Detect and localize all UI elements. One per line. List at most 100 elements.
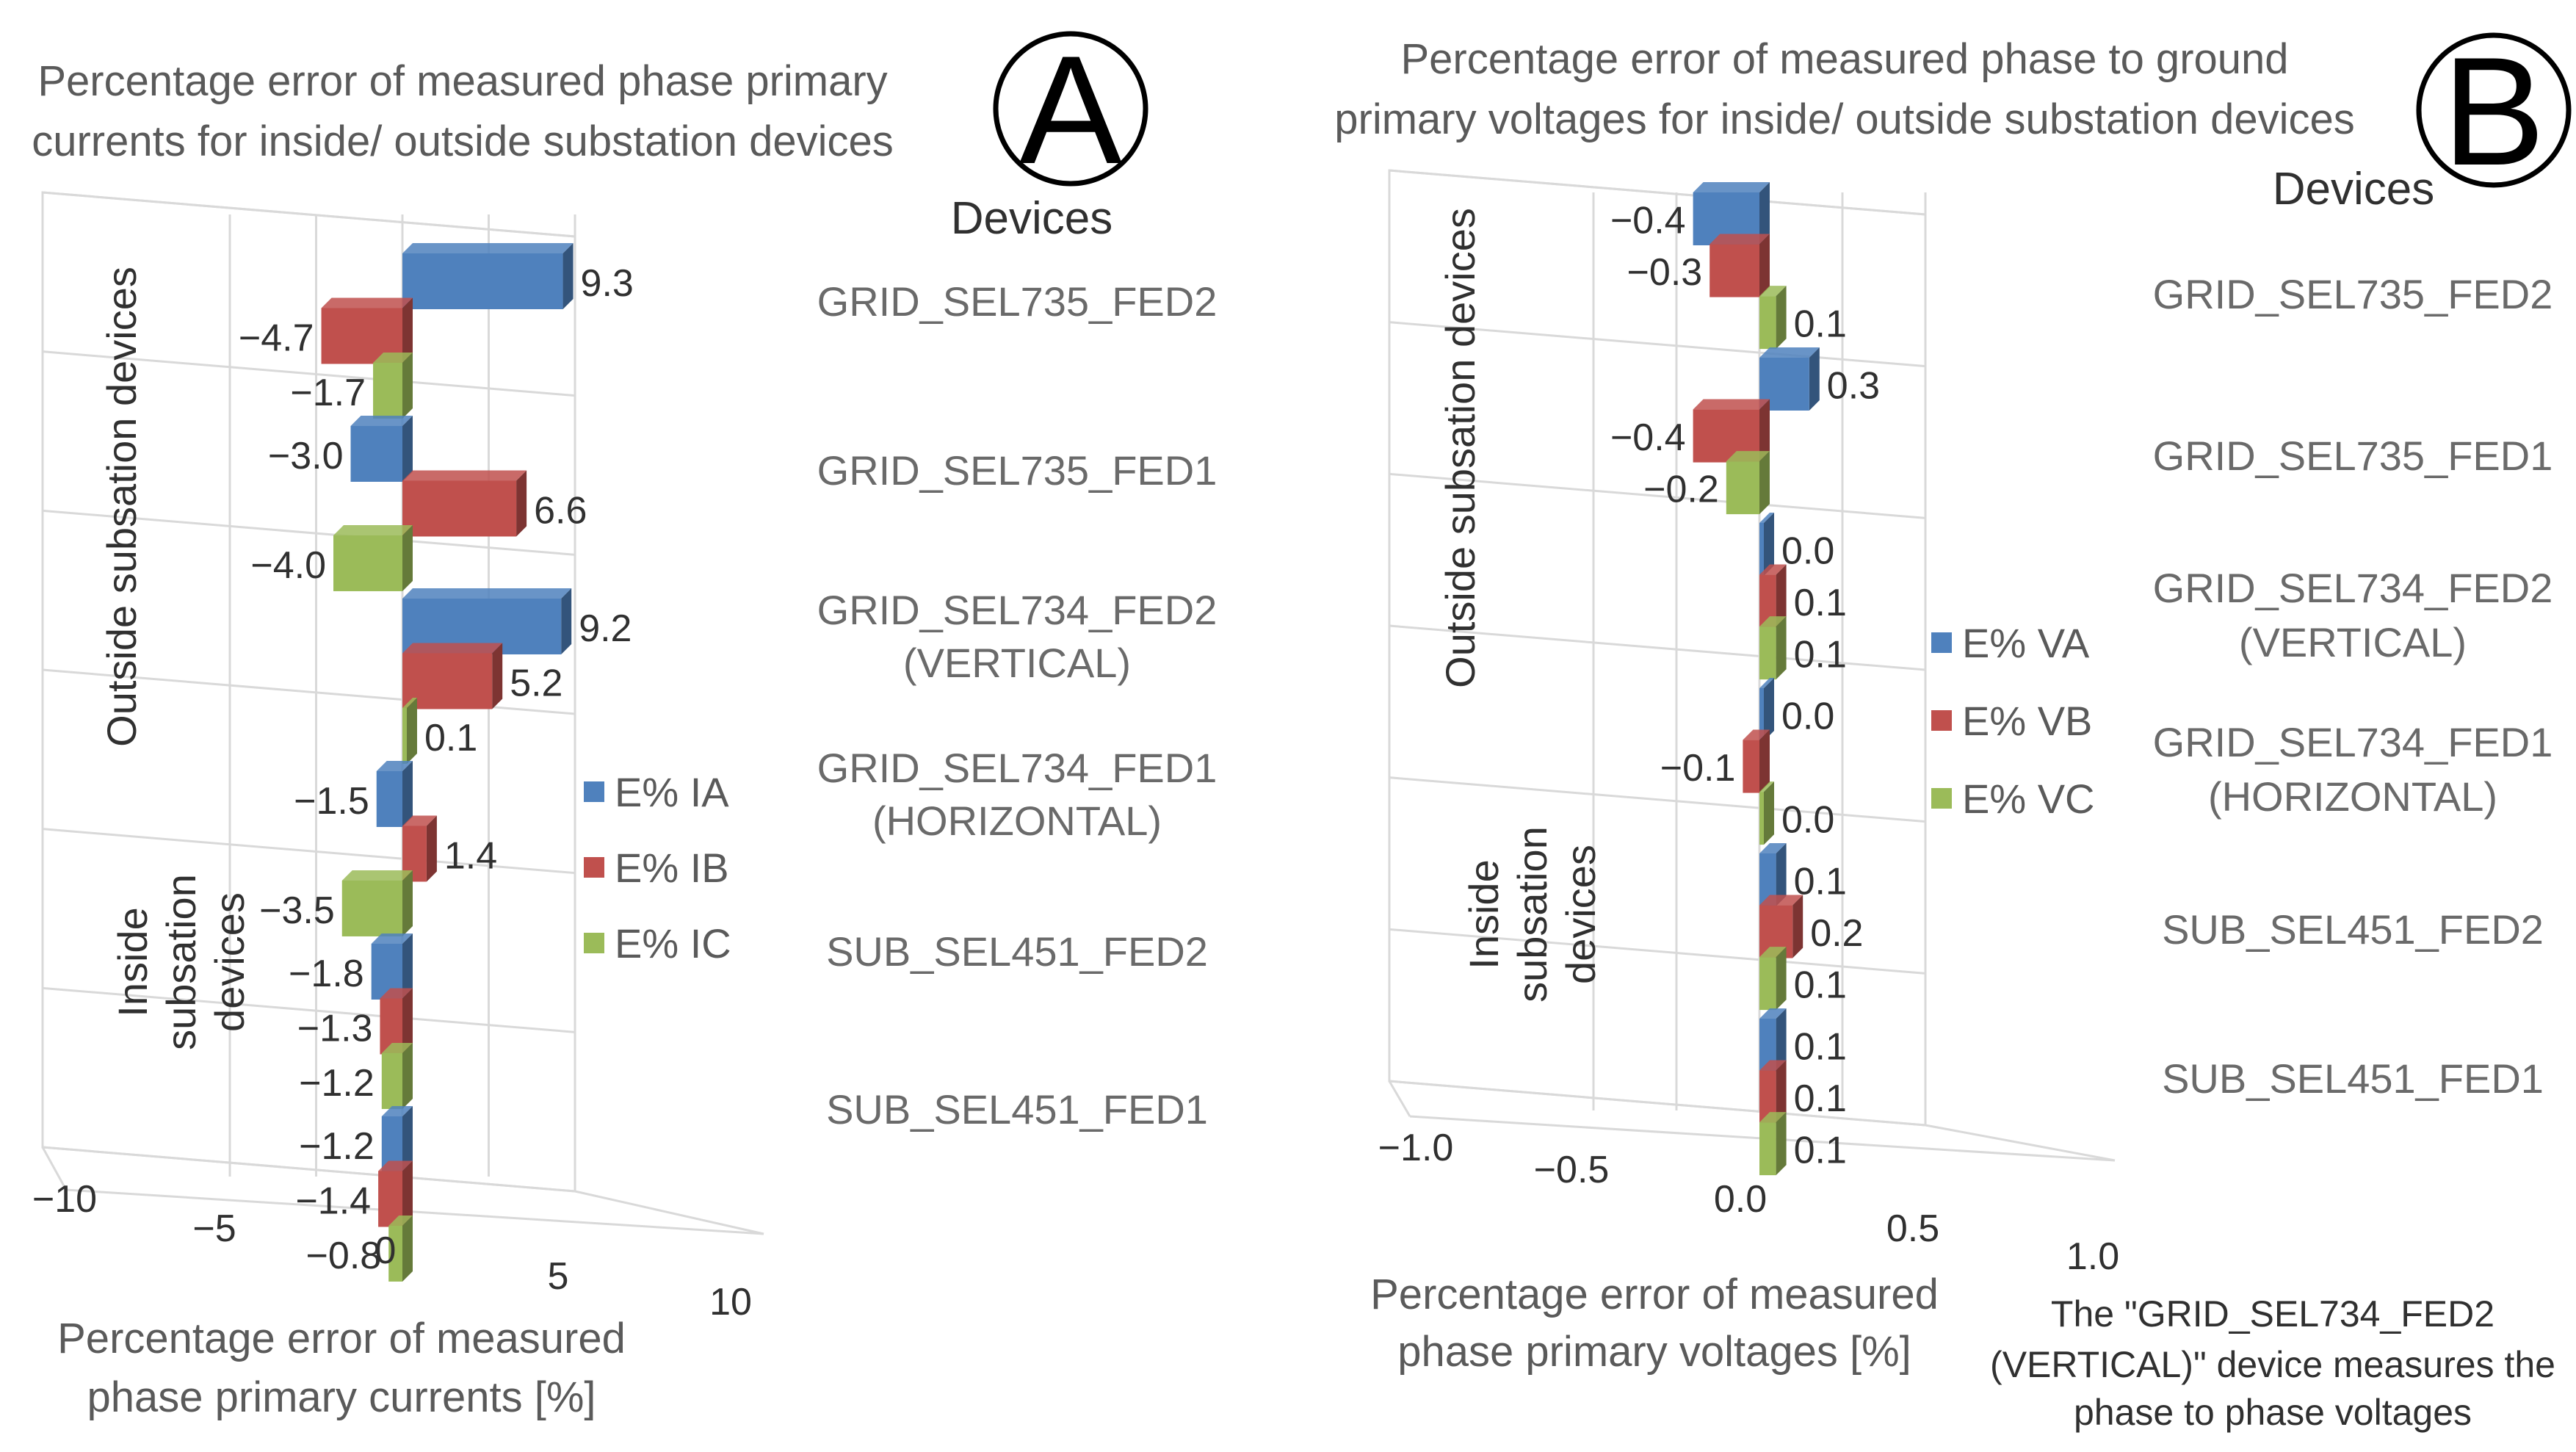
category-label: GRID_SEL735_FED1 xyxy=(817,447,1218,494)
chart-title: Percentage error of measured phase prima… xyxy=(37,57,887,105)
legend-entry: E% IA xyxy=(615,769,729,815)
group-label-inside: subsation xyxy=(158,874,204,1050)
bar-top-face xyxy=(371,933,413,944)
bar-front-face xyxy=(1759,792,1764,845)
data-label: −4.7 xyxy=(239,317,314,359)
chart-panel-b: −0.4 −0.3 0.1 0.3 −0.4 −0.2 0.0 0.1 0.1 0.0 −0.1 0.… xyxy=(1334,25,2572,1433)
bar-eic-3 xyxy=(402,697,417,764)
bar-front-face xyxy=(1743,740,1759,793)
bar-top-face xyxy=(1759,1060,1787,1071)
legend-entry: E% VA xyxy=(1962,620,2090,666)
bar-front-face xyxy=(1759,853,1776,906)
bar-top-face xyxy=(1710,234,1770,245)
panel-badge-circle xyxy=(2416,32,2572,188)
x-tick-label: −5 xyxy=(192,1207,236,1250)
data-label: 0.0 xyxy=(1781,530,1834,573)
bar-top-face xyxy=(1759,1112,1787,1123)
bar-eib-6 xyxy=(378,1160,413,1227)
bar-top-face xyxy=(1759,895,1803,906)
bar-top-face xyxy=(341,870,413,881)
bar-top-face xyxy=(1759,843,1787,853)
data-label: −1.3 xyxy=(297,1007,373,1050)
bar-side-face xyxy=(402,352,413,419)
legend-entry: E% IB xyxy=(615,845,729,891)
data-label: −0.4 xyxy=(1610,416,1686,459)
bar-top-face xyxy=(1759,781,1774,792)
legend-entry: E% IC xyxy=(615,920,731,967)
bar-eic-1 xyxy=(373,352,413,419)
bar-front-face xyxy=(1759,1122,1776,1176)
data-label: 0.0 xyxy=(1781,696,1834,738)
data-label: −3.0 xyxy=(268,435,344,477)
bar-top-face xyxy=(333,524,413,535)
bar-front-face xyxy=(388,1225,402,1282)
bar-front-face xyxy=(1759,1019,1776,1072)
gridline-y xyxy=(1389,321,1926,368)
data-label: 0.1 xyxy=(1794,1077,1847,1120)
group-label-inside: Inside xyxy=(109,907,156,1016)
category-label: (HORIZONTAL) xyxy=(2208,773,2497,820)
data-label: 0.2 xyxy=(1810,912,1863,955)
legend-entry: E% VB xyxy=(1962,698,2092,744)
bar-top-face xyxy=(1743,729,1770,740)
bar-side-face xyxy=(1759,399,1770,463)
bar-top-face xyxy=(373,352,413,363)
bar-front-face xyxy=(1759,1070,1776,1124)
x-axis-title: Percentage error of measured xyxy=(57,1315,626,1362)
x-tick-label: 0.5 xyxy=(1886,1207,1939,1250)
bar-evc-5 xyxy=(1759,947,1787,1011)
gridline-y xyxy=(1389,624,1926,671)
bar-side-face xyxy=(1759,729,1770,793)
bar-side-face xyxy=(407,697,417,764)
footnote: (VERTICAL)" device measures the xyxy=(1990,1344,2555,1385)
bar-evc-4 xyxy=(1759,781,1774,845)
group-label-inside: subsation xyxy=(1509,826,1555,1003)
bar-side-face xyxy=(1759,451,1770,515)
bar-top-face xyxy=(402,470,527,481)
bar-front-face xyxy=(1759,296,1776,350)
gridline-y xyxy=(1389,928,1926,975)
bar-evb-6 xyxy=(1759,1060,1787,1124)
bar-front-face xyxy=(402,253,563,309)
x-tick-label: −0.5 xyxy=(1534,1149,1610,1191)
bar-side-face xyxy=(562,243,574,309)
chart-title: currents for inside/ outside substation … xyxy=(32,118,894,165)
bar-side-face xyxy=(402,1215,413,1282)
bar-side-face xyxy=(402,1042,413,1109)
panel-badge-letter: B xyxy=(2442,25,2545,198)
data-label: −1.7 xyxy=(290,372,366,414)
legend-swatch xyxy=(584,857,604,878)
category-label: GRID_SEL735_FED2 xyxy=(817,278,1218,325)
bar-side-face xyxy=(426,815,437,882)
bar-front-face xyxy=(1759,523,1764,576)
gridline-y xyxy=(42,350,576,397)
data-label: 0.1 xyxy=(1794,303,1847,346)
gridline-y xyxy=(1389,472,1926,519)
group-label-inside: Inside xyxy=(1461,859,1507,969)
bar-front-face xyxy=(341,880,402,936)
bar-top-face xyxy=(1693,399,1770,410)
gridline-y xyxy=(42,986,576,1033)
bar-eic-2 xyxy=(333,524,413,591)
bar-top-face xyxy=(1759,347,1820,358)
data-label: −1.2 xyxy=(299,1125,375,1168)
chart-title: primary voltages for inside/ outside sub… xyxy=(1334,95,2354,143)
bar-eva-5 xyxy=(1759,843,1787,906)
gridline-y xyxy=(42,1146,576,1193)
bar-front-face xyxy=(1759,688,1764,741)
category-label: GRID_SEL734_FED1 xyxy=(817,745,1218,791)
category-label: SUB_SEL451_FED2 xyxy=(2162,906,2544,953)
category-label: SUB_SEL451_FED1 xyxy=(2162,1055,2544,1102)
data-label: −0.4 xyxy=(1610,200,1686,242)
floor-right-edge xyxy=(1925,1124,2116,1162)
group-label-outside: Outside subsation devices xyxy=(1437,208,1483,688)
bar-side-face xyxy=(1759,182,1770,245)
legend-entry: E% VC xyxy=(1962,776,2095,822)
bar-side-face xyxy=(1764,781,1774,845)
bar-side-face xyxy=(1776,1060,1787,1124)
x-axis-title: phase primary voltages [%] xyxy=(1397,1328,1911,1376)
data-label: 9.3 xyxy=(581,262,634,305)
bar-evb-4 xyxy=(1743,729,1770,793)
bar-side-face xyxy=(1759,234,1770,297)
legend-swatch xyxy=(1931,710,1952,731)
